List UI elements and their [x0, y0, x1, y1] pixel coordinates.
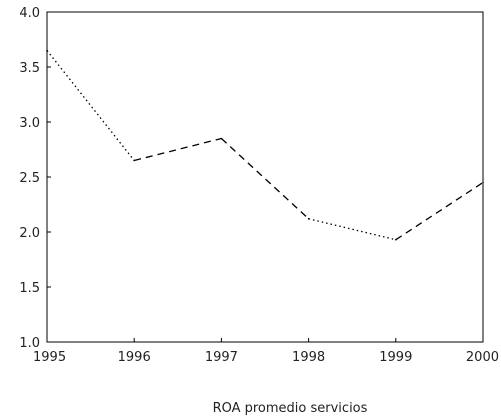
- data-point: [482, 181, 484, 184]
- y-axis: 1.0 1.5 2.0 2.5 3.0 3.5 4.0: [19, 6, 51, 351]
- x-axis-label: ROA promedio servicios: [213, 401, 368, 416]
- line-segment: [46, 50, 135, 161]
- y-tick-label: 3.0: [19, 116, 40, 131]
- y-tick-label: 1.5: [19, 281, 40, 296]
- data-point: [307, 218, 310, 220]
- y-tick-label: 2.0: [19, 226, 40, 241]
- x-tick-label: 1996: [118, 350, 151, 365]
- data-point: [46, 49, 48, 52]
- y-tick-label: 1.0: [19, 336, 40, 351]
- y-tick-label: 2.5: [19, 171, 40, 186]
- plot-frame: [46, 11, 484, 343]
- x-tick-label: 2000: [466, 350, 499, 365]
- y-tick-label: 3.5: [19, 61, 40, 76]
- x-tick-label: 1997: [205, 350, 238, 365]
- x-tick-label: 1998: [292, 350, 325, 365]
- x-tick-label: 1995: [33, 350, 66, 365]
- line-segment: [395, 181, 484, 241]
- data-point: [395, 238, 397, 241]
- data-point: [133, 159, 135, 162]
- line-segment: [220, 138, 310, 220]
- y-tick-label: 4.0: [19, 6, 40, 21]
- line-segment: [134, 137, 222, 162]
- x-axis: 1995 1996 1997 1998 1999 2000: [33, 338, 499, 365]
- line-segment: [308, 218, 396, 241]
- x-tick-label: 1999: [379, 350, 412, 365]
- data-point: [220, 137, 223, 140]
- series-line: [46, 49, 484, 241]
